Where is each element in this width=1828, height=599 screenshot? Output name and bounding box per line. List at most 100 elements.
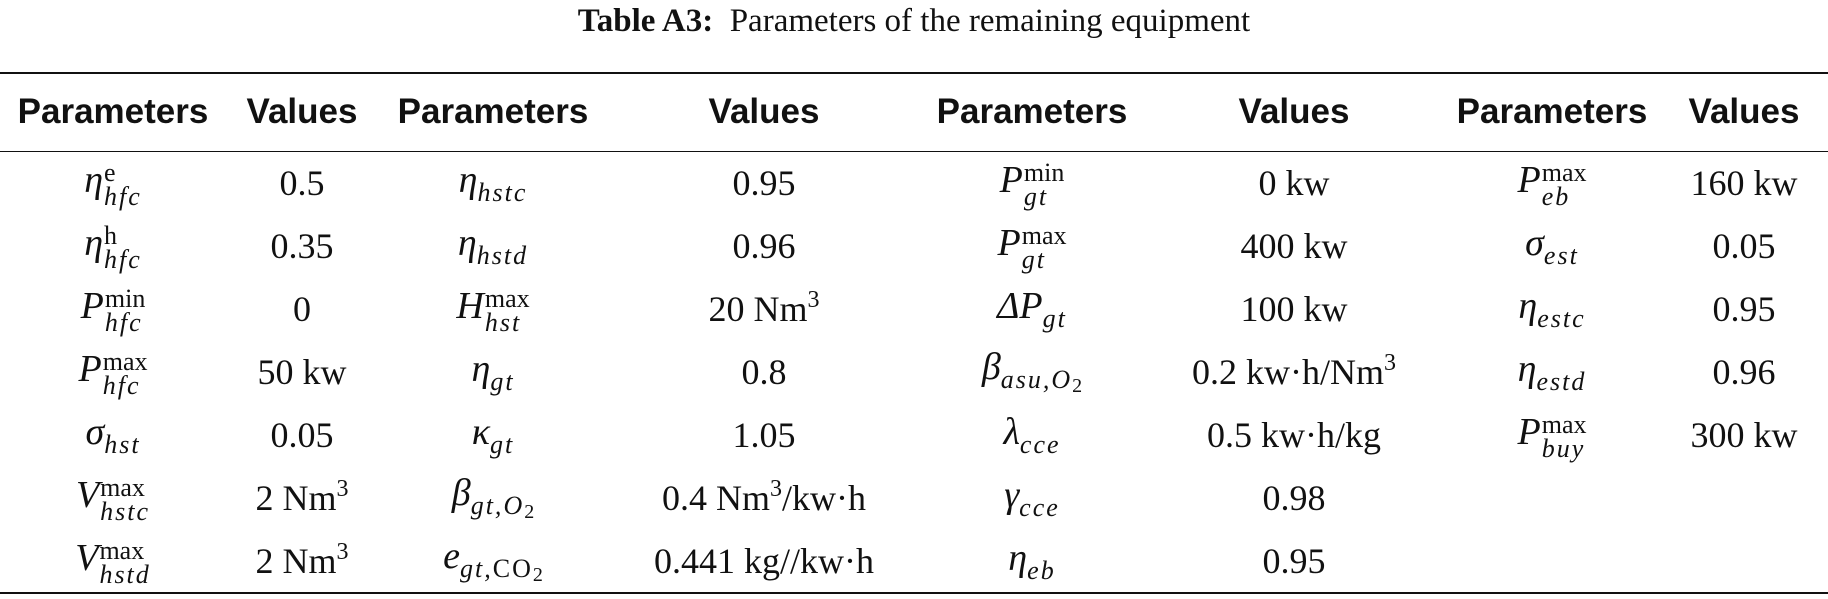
- parameter-symbol: σest: [1444, 214, 1660, 277]
- value-main: 300 kw: [1690, 414, 1798, 455]
- symbol-subscript: gt: [1043, 304, 1067, 333]
- value-text: 0.95: [733, 163, 796, 203]
- symbol-base: V: [75, 473, 100, 516]
- sup-sub-stack: min hfc: [105, 286, 145, 336]
- value-main: 2 Nm: [255, 477, 337, 518]
- parameter-symbol: σhst: [0, 403, 226, 466]
- symbol-superscript: max: [1541, 410, 1587, 440]
- math-symbol: σhst: [85, 411, 140, 459]
- parameter-value: 300 kw: [1660, 403, 1828, 466]
- subscript-text: eb: [1027, 555, 1056, 585]
- column-header: Values: [1688, 92, 1800, 132]
- parameter-value: 0.5 kw·h/kg: [1144, 403, 1444, 466]
- column-header: Parameters: [1456, 92, 1648, 132]
- math-symbol: σest: [1525, 222, 1579, 270]
- sup-sub-stack: max eb: [1541, 158, 1587, 210]
- parameter-symbol: βgt,O2: [378, 466, 608, 529]
- parameter-value: 0.96: [1660, 340, 1828, 403]
- parameter-symbol: κgt: [378, 403, 608, 466]
- symbol-base: β: [981, 346, 1001, 388]
- sup-sub-stack: max hfc: [102, 347, 148, 399]
- subscript-species: O: [1051, 365, 1073, 394]
- value-text: 0.05: [1713, 226, 1776, 266]
- value-text: 1.05: [733, 415, 796, 455]
- parameter-value: 0.98: [1144, 466, 1444, 529]
- math-symbol: λcce: [1003, 411, 1060, 459]
- subscript-index: 2: [524, 501, 535, 523]
- symbol-subscript: hst: [484, 308, 522, 338]
- value-main: 0.441 kg//kw·h: [654, 540, 874, 581]
- symbol-subscript: gt,CO2: [460, 554, 543, 586]
- value-text: 0.5: [280, 163, 325, 203]
- empty-cell: [1660, 466, 1828, 529]
- value-text: 160 kw: [1691, 163, 1798, 203]
- symbol-subscript: buy: [1541, 434, 1586, 464]
- value-main: 0.4 Nm: [662, 477, 770, 518]
- value-main: 50 kw: [257, 351, 347, 392]
- symbol-base: H: [456, 284, 484, 327]
- math-symbol: ηestd: [1517, 347, 1587, 396]
- value-main: 2 Nm: [255, 540, 337, 581]
- parameter-symbol: ηgt: [378, 340, 608, 403]
- sup-sub-stack: max hstc: [100, 475, 150, 525]
- symbol-subscript: asu,O2: [1001, 365, 1082, 397]
- symbol-base: η: [1517, 347, 1537, 390]
- symbol-subscript: est: [1544, 241, 1579, 270]
- value-main: 0.5 kw·h/kg: [1207, 414, 1381, 455]
- subscript-text: hstd: [476, 240, 529, 270]
- symbol-base: γ: [1004, 473, 1020, 516]
- parameter-value: 1.05: [608, 403, 920, 466]
- symbol-superscript: max: [1541, 158, 1587, 188]
- math-symbol: ηgt: [471, 348, 514, 396]
- parameter-value: 0.35: [226, 214, 378, 277]
- value-main: 0.96: [1712, 351, 1776, 392]
- symbol-subscript: gt: [490, 367, 514, 396]
- column-header: Values: [708, 92, 820, 132]
- symbol-superscript: max: [102, 347, 148, 377]
- symbol-base: P: [999, 159, 1023, 202]
- subscript-text: gt: [490, 366, 515, 396]
- value-text: 0.5 kw·h/kg: [1207, 415, 1381, 455]
- math-symbol: βasu,O2: [981, 346, 1082, 397]
- caption-text: Parameters of the remaining equipment: [729, 3, 1251, 39]
- parameter-value: 0.4 Nm3/kw·h: [608, 466, 920, 529]
- symbol-subscript: estc: [1537, 304, 1585, 333]
- symbol-subscript: gt: [490, 430, 514, 459]
- symbol-superscript: max: [1021, 221, 1067, 251]
- parameter-value: 100 kw: [1144, 277, 1444, 340]
- subscript-text: gt,: [460, 554, 493, 583]
- symbol-superscript: min: [1023, 158, 1065, 188]
- empty-cell: [1444, 466, 1660, 529]
- value-superscript: 3: [336, 475, 349, 502]
- value-text: 0.95: [1263, 541, 1326, 581]
- value-main: 0.05: [270, 414, 334, 455]
- column-header: Parameters: [17, 92, 209, 132]
- parameter-symbol: ηhstc: [378, 151, 608, 214]
- value-text: 0.441 kg//kw·h: [654, 541, 874, 581]
- symbol-base: η: [457, 221, 477, 264]
- value-text: 50 kw: [258, 352, 347, 392]
- table-caption: Table A3: Parameters of the remaining eq…: [0, 0, 1828, 40]
- symbol-subscript: hstd: [99, 560, 151, 590]
- symbol-base: e: [443, 535, 460, 577]
- value-main: 1.05: [732, 414, 796, 455]
- symbol-base: P: [1517, 410, 1541, 453]
- symbol-base: V: [75, 536, 99, 579]
- parameter-symbol: ηestc: [1444, 277, 1660, 340]
- symbol-base: η: [458, 158, 478, 201]
- math-symbol: η e hfc: [84, 159, 142, 210]
- symbol-superscript: h: [104, 221, 118, 251]
- value-text: 0.98: [1263, 478, 1326, 518]
- math-symbol: η h hfc: [84, 222, 142, 273]
- column-header: Values: [246, 92, 358, 132]
- sup-sub-stack: h hfc: [104, 221, 142, 273]
- symbol-base: P: [1517, 159, 1541, 202]
